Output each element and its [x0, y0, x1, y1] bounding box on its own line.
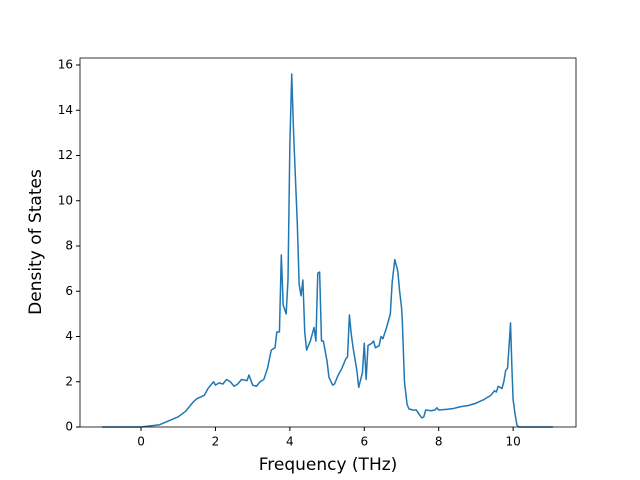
y-tick-label: 4	[65, 329, 73, 343]
x-tick-label: 6	[360, 435, 368, 449]
x-axis-label: Frequency (THz)	[259, 455, 398, 475]
y-tick-label: 2	[65, 374, 73, 388]
y-tick-label: 16	[58, 58, 73, 72]
plot-frame	[79, 57, 577, 428]
y-tick-label: 8	[65, 239, 73, 253]
x-tick-label: 10	[505, 435, 520, 449]
x-tick-label: 8	[435, 435, 443, 449]
x-tick-label: 4	[286, 435, 294, 449]
y-tick-label: 12	[58, 148, 73, 162]
x-tick-label: 2	[212, 435, 220, 449]
x-tick-label: 0	[137, 435, 145, 449]
y-axis-label: Density of States	[26, 169, 46, 315]
line	[101, 73, 553, 428]
y-tick-label: 0	[65, 420, 73, 434]
y-tick-label: 10	[58, 193, 73, 207]
y-tick-label: 6	[65, 284, 73, 298]
y-tick-label: 14	[58, 103, 73, 117]
